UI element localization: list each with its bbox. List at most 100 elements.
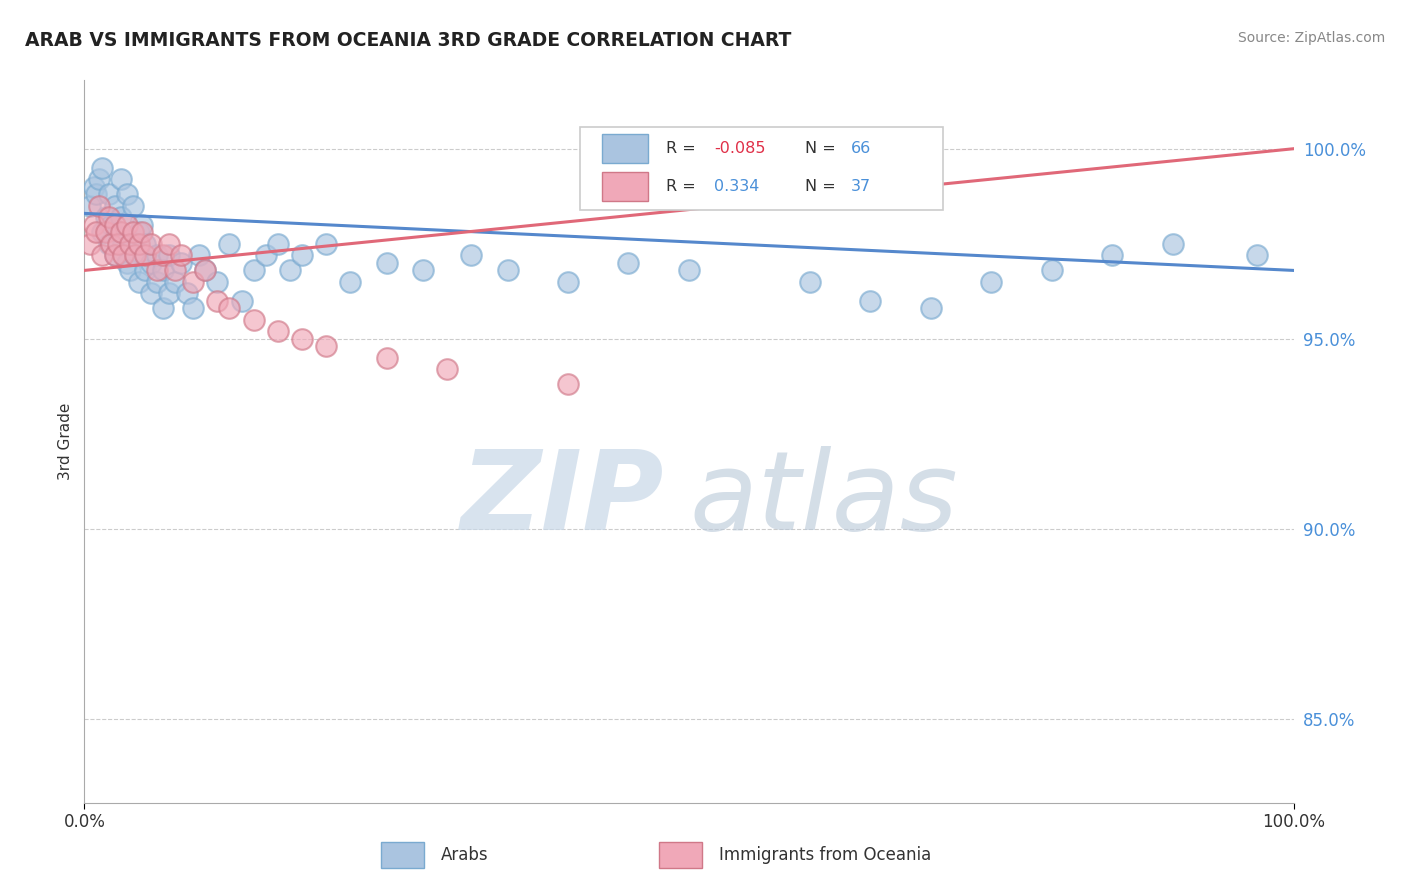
Point: [121, 236, 143, 251]
Point: [165, 275, 187, 289]
Point: [94, 210, 117, 224]
Bar: [659, 842, 702, 868]
Text: -0.085: -0.085: [714, 142, 766, 156]
Point: [231, 293, 253, 308]
Point: [104, 248, 127, 262]
Point: [112, 248, 135, 262]
Point: [617, 256, 640, 270]
Point: [207, 293, 229, 308]
Point: [110, 226, 132, 240]
Point: [79, 199, 101, 213]
Bar: [381, 842, 425, 868]
Point: [121, 226, 143, 240]
Point: [86, 187, 108, 202]
Point: [339, 275, 361, 289]
Point: [139, 236, 162, 251]
Point: [799, 275, 821, 289]
Text: Arabs: Arabs: [441, 846, 489, 863]
Point: [87, 199, 110, 213]
Point: [1040, 263, 1063, 277]
Point: [412, 263, 434, 277]
Text: Immigrants from Oceania: Immigrants from Oceania: [720, 846, 931, 863]
Point: [104, 248, 127, 262]
Point: [194, 263, 217, 277]
Point: [278, 263, 301, 277]
Point: [181, 275, 204, 289]
Text: 66: 66: [851, 142, 872, 156]
Text: 0.334: 0.334: [714, 179, 759, 194]
Point: [134, 236, 156, 251]
Point: [139, 286, 162, 301]
Point: [128, 275, 150, 289]
Point: [97, 236, 120, 251]
Point: [100, 236, 122, 251]
Text: N =: N =: [806, 179, 841, 194]
Point: [83, 218, 105, 232]
Point: [104, 218, 127, 232]
Text: N =: N =: [806, 142, 841, 156]
Point: [157, 236, 180, 251]
Point: [131, 226, 153, 240]
Point: [460, 248, 482, 262]
Text: R =: R =: [666, 142, 700, 156]
Text: ZIP: ZIP: [461, 446, 665, 553]
Bar: [602, 172, 648, 201]
Text: R =: R =: [666, 179, 700, 194]
Point: [146, 275, 169, 289]
Point: [83, 179, 105, 194]
Point: [1101, 248, 1123, 262]
Point: [176, 286, 198, 301]
Point: [181, 301, 204, 316]
Point: [920, 301, 942, 316]
Y-axis label: 3rd Grade: 3rd Grade: [58, 403, 73, 480]
Point: [170, 248, 193, 262]
Point: [115, 187, 138, 202]
Point: [110, 172, 132, 186]
Point: [124, 248, 146, 262]
Point: [120, 236, 142, 251]
Point: [170, 256, 193, 270]
Point: [91, 248, 114, 262]
Point: [375, 351, 398, 365]
Point: [557, 275, 579, 289]
Point: [115, 218, 138, 232]
Point: [146, 263, 169, 277]
Point: [859, 293, 882, 308]
Point: [165, 263, 187, 277]
Point: [112, 236, 135, 251]
Point: [146, 248, 169, 262]
Point: [128, 236, 150, 251]
Point: [218, 236, 240, 251]
Point: [134, 248, 156, 262]
Point: [107, 236, 129, 251]
Text: 37: 37: [851, 179, 872, 194]
Bar: [602, 135, 648, 163]
Point: [291, 248, 314, 262]
Point: [91, 161, 114, 175]
Point: [139, 256, 162, 270]
Point: [254, 248, 277, 262]
Point: [157, 286, 180, 301]
Point: [375, 256, 398, 270]
Text: Source: ZipAtlas.com: Source: ZipAtlas.com: [1237, 31, 1385, 45]
Point: [131, 218, 153, 232]
Point: [120, 263, 142, 277]
Point: [152, 248, 174, 262]
Point: [207, 275, 229, 289]
Point: [157, 248, 180, 262]
Point: [104, 199, 127, 213]
Point: [97, 187, 120, 202]
Point: [242, 313, 264, 327]
FancyBboxPatch shape: [581, 128, 943, 211]
Point: [291, 332, 314, 346]
Point: [107, 226, 129, 240]
Point: [97, 210, 120, 224]
Point: [87, 172, 110, 186]
Point: [188, 248, 211, 262]
Point: [100, 218, 122, 232]
Point: [94, 226, 117, 240]
Point: [115, 256, 138, 270]
Point: [1161, 236, 1184, 251]
Point: [267, 236, 290, 251]
Point: [678, 263, 700, 277]
